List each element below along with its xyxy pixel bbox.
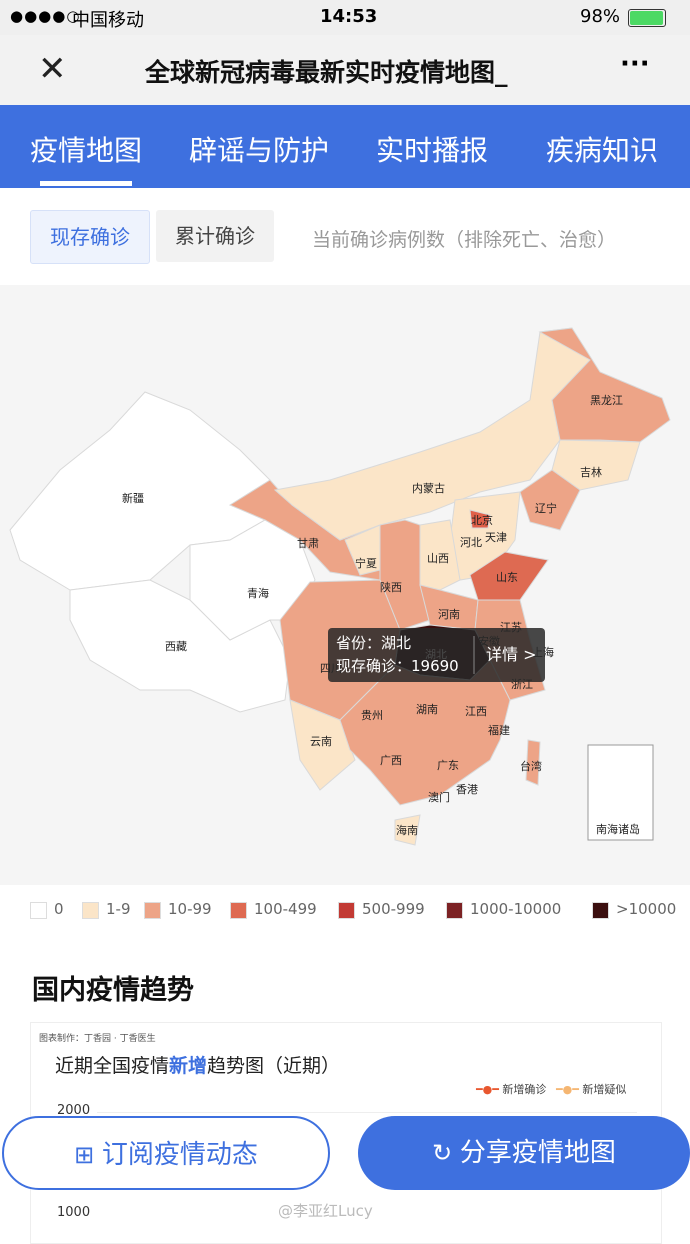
province-label: 海南 [396, 823, 418, 837]
province-label: 西藏 [165, 640, 187, 653]
province-label: 山东 [496, 571, 518, 584]
province-label: 澳门 [428, 790, 450, 804]
nav-bar: ✕ 全球新冠病毒最新实时疫情地图_ ··· [0, 35, 690, 105]
y-tick-label: 2000 [57, 1103, 91, 1118]
province-label: 湖南 [416, 703, 438, 716]
tooltip [328, 628, 545, 682]
legend-label: 500-999 [362, 900, 425, 918]
battery-text: 98% [580, 6, 621, 27]
tab[interactable]: 疫情地图 [30, 134, 143, 167]
page-title: 全球新冠病毒最新实时疫情地图_ [145, 58, 508, 87]
province-label: 新疆 [122, 491, 144, 505]
province-label: 云南 [310, 735, 332, 748]
province-label: 福建 [488, 723, 510, 737]
province-label: 贵州 [361, 709, 383, 722]
subscribe-button[interactable]: ⊞ 订阅疫情动态 [2, 1116, 330, 1190]
tooltip-province: 省份：湖北 [336, 634, 411, 652]
toggle-active[interactable]: 现存确诊 [30, 210, 150, 264]
province-label: 陕西 [380, 580, 402, 594]
description: 当前确诊病例数（排除死亡、治愈） [312, 229, 617, 251]
legend-swatch [592, 902, 609, 919]
legend-label: 100-499 [254, 900, 317, 918]
province-label: 宁夏 [355, 556, 377, 570]
province-label: 河南 [438, 608, 460, 621]
status-bar: ●●●●○ 中国移动 14:53 98% [0, 0, 690, 35]
tab[interactable]: 疾病知识 [546, 134, 659, 167]
legend-swatch [144, 902, 161, 919]
share-button[interactable]: ↻ 分享疫情地图 [358, 1116, 690, 1190]
signal: ●●●●○ [10, 7, 81, 25]
more[interactable]: ··· [620, 49, 650, 79]
tab-indicator [40, 181, 132, 186]
close[interactable]: ✕ [38, 49, 67, 89]
legend-label: >10000 [616, 900, 677, 918]
chart-title: 近期全国疫情新增趋势图（近期） [55, 1055, 341, 1077]
province-label: 广东 [437, 759, 459, 772]
map: 新疆 西藏 青海 甘肃 内蒙古 黑龙江 吉林 辽宁 北京 天津 河北 山西 宁夏… [0, 285, 690, 885]
legend-label: 1-9 [106, 900, 131, 918]
legend-swatch [446, 902, 463, 919]
province-label: 江西 [465, 705, 487, 718]
section-title: 国内疫情趋势 [32, 975, 194, 1006]
legend: 0 1-9 10-99 100-499 500-999 1000-10000 >10000 [30, 898, 680, 924]
tooltip-confirmed: 现存确诊：19690 [336, 657, 459, 675]
grid-line [97, 1112, 637, 1113]
province-label: 内蒙古 [412, 481, 445, 495]
legend-swatch [82, 902, 99, 919]
chart-legend: ━●━ 新增确诊 [476, 1083, 547, 1096]
tab[interactable]: 实时播报 [376, 134, 489, 167]
province-label: 北京 [471, 513, 493, 527]
legend-swatch [338, 902, 355, 919]
time: 14:53 [320, 6, 378, 27]
y-tick-label: 1000 [57, 1205, 91, 1220]
tooltip-details[interactable]: 详情 > [486, 645, 537, 664]
tab-bar: 疫情地图 辟谣与防护 实时播报 疾病知识 [0, 105, 690, 188]
province-label: 广西 [380, 754, 402, 767]
chart-legend: ━●━ 新增疑似 [556, 1083, 627, 1096]
province-label: 甘肃 [297, 537, 319, 550]
province-label: 黑龙江 [590, 394, 623, 407]
legend-label: 1000-10000 [470, 900, 562, 918]
legend-swatch [230, 902, 247, 919]
province-label: 青海 [247, 586, 269, 600]
legend-label: 0 [54, 900, 64, 918]
legend-swatch [30, 902, 47, 919]
province-label: 河北 [460, 536, 482, 549]
tab[interactable]: 辟谣与防护 [189, 134, 330, 167]
province-label: 吉林 [580, 465, 602, 479]
toggle[interactable]: 累计确诊 [156, 210, 274, 262]
chart-credit: 图表制作：丁香园 · 丁香医生 [39, 1034, 156, 1044]
province-label: 香港 [456, 783, 478, 796]
watermark: @李亚红Lucy [278, 1202, 373, 1220]
battery [628, 9, 666, 27]
carrier: 中国移动 [72, 10, 144, 31]
legend-label: 10-99 [168, 900, 212, 918]
province-label: 天津 [485, 531, 507, 544]
province-label: 南海诸岛 [596, 822, 640, 836]
province-label: 辽宁 [535, 501, 557, 515]
province-label: 台湾 [520, 759, 542, 773]
province-label: 山西 [427, 552, 449, 565]
